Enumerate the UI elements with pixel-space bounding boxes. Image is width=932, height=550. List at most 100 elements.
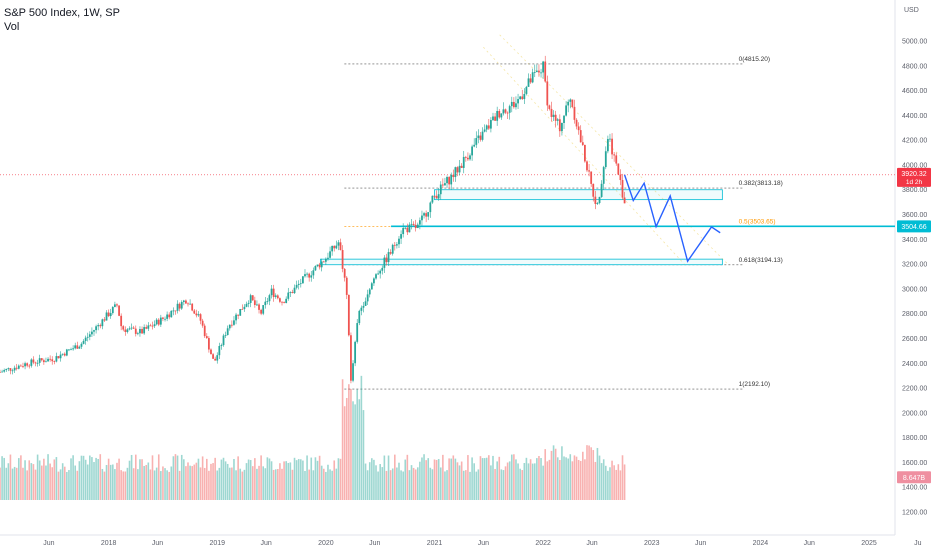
volume-bar [391,468,394,500]
volume-bar [619,470,622,500]
volume-bar [569,454,572,500]
candle-body [370,283,373,290]
volume-bar [300,459,302,500]
candle-body [366,294,369,302]
volume-bar [249,460,252,500]
volume-bar [519,468,521,500]
volume-bar [517,463,519,500]
volume-bar [145,464,148,500]
volume-bar [114,469,116,500]
candle-body [542,61,545,73]
candle-body [437,194,440,199]
volume-bar [222,457,225,500]
volume-bar [577,459,580,500]
volume-bar [260,455,262,500]
volume-bar [220,459,223,500]
candle-body [502,109,505,114]
candle-body [70,349,72,351]
volume-bar [314,457,317,500]
support-zone[interactable] [434,189,723,201]
candle-body [258,304,260,310]
volume-bar [381,467,384,500]
candle-body [550,108,553,117]
candle-body [535,70,538,73]
fib-level-label: 0.5(3503.65) [739,218,776,225]
volume-bar [465,470,467,500]
volume-bar [210,463,212,500]
candle-body [0,371,1,373]
volume-bar [247,459,250,500]
candle-body [76,345,79,349]
volume-bar [11,468,14,500]
x-tick-label: Jun [260,540,271,547]
volume-bar [471,457,473,500]
candle-body [178,303,181,309]
volume-bar [402,471,404,500]
candle-body [379,270,382,274]
volume-bar [544,449,547,500]
candle-body [421,215,423,221]
volume-bar [80,455,83,500]
candle-body [195,313,198,316]
volume-bar [32,464,35,500]
volume-bar [444,471,446,500]
y-tick-label: 2600.00 [902,336,927,343]
volume-bar [47,454,49,500]
volume-bar [262,466,265,500]
candle-body [253,300,256,305]
candle-body [383,257,386,268]
candle-body [590,171,593,184]
x-tick-label: Jun [43,540,54,547]
x-tick-label: 2021 [427,540,443,547]
candle-body [36,362,39,364]
candle-body [604,151,607,168]
candle-body [155,319,158,325]
volume-bar [600,463,603,500]
projected-path[interactable] [623,174,721,263]
candle-body [527,78,530,87]
volume-bar [187,462,189,500]
candle-body [243,306,246,310]
candle-body [57,356,60,359]
x-tick-label: 2018 [101,540,117,547]
support-zone[interactable] [320,258,723,266]
candle-body [116,304,118,306]
volume-bar [126,467,129,500]
y-tick-label: 3600.00 [902,212,927,219]
volume-bar [239,468,242,500]
volume-bar [454,458,457,500]
volume-bar [354,404,356,500]
volume-bar [155,467,158,500]
x-tick-label: 2019 [209,540,225,547]
volume-bar [124,471,127,500]
volume-bar [68,470,70,500]
volume-bar [439,467,442,500]
candle-body [63,353,66,356]
symbol-title[interactable]: S&P 500 Index, 1W, SP [4,7,120,19]
y-tick-label: 3000.00 [902,286,927,293]
candle-body [53,361,56,362]
volume-bar [594,461,597,500]
candle-body [356,323,359,342]
volume-bar [176,455,179,500]
candle-body [30,359,33,366]
candle-body [611,138,613,155]
candle-body [97,325,100,327]
volume-bar [291,469,294,500]
candle-body [519,96,522,100]
currency-label: USD [904,7,919,14]
candle-body [93,330,95,332]
candle-body [149,325,152,327]
volume-bar [322,468,325,500]
candle-body [431,195,434,203]
volume-bar [63,466,66,500]
volume-label[interactable]: Vol [4,21,20,33]
candle-body [427,212,430,217]
volume-bar [216,470,219,500]
candle-body [103,319,106,321]
volume-value-badge [897,471,931,484]
volume-bar [231,467,233,500]
volume-bar [462,470,465,500]
candle-body [598,196,601,204]
